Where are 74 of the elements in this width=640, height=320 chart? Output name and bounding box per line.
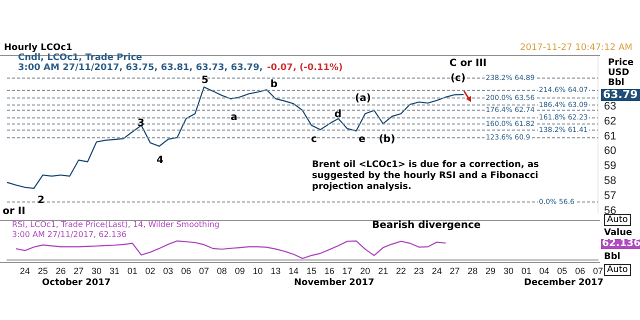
annotation: C or III xyxy=(449,58,487,69)
x-tick-label: 30 xyxy=(503,266,514,276)
text: December 2017 xyxy=(524,278,604,288)
x-tick-label: 23 xyxy=(414,266,424,276)
x-tick-label: 24 xyxy=(432,266,442,276)
text: November 2017 xyxy=(294,278,374,288)
y-tick-label: 61 xyxy=(604,130,616,142)
x-tick-label: 30 xyxy=(92,266,102,276)
x-tick-label: 06 xyxy=(575,266,586,276)
annotation: 5 xyxy=(202,75,208,86)
chart-title: RSI, LCOc1, Trade Price(Last), 14, Wilder Smoothing xyxy=(12,220,220,230)
x-tick-label: 04 xyxy=(539,266,550,276)
x-tick-label: 07 xyxy=(198,266,210,276)
y-axis-title: Value xyxy=(604,228,632,238)
x-tick-label: 15 xyxy=(306,266,316,276)
y-tick-label: 63 xyxy=(604,100,616,112)
annotation: e xyxy=(358,134,366,145)
chart-subtitle: Cndl, LCOc1, Trade Price xyxy=(18,53,142,63)
annotation: (a) xyxy=(355,93,371,104)
text: 2017-11-27 10:47:12 AM xyxy=(520,43,632,53)
text: 62.136 xyxy=(601,238,640,249)
y-tick-label: 59 xyxy=(604,160,616,172)
y-tick-label: 58 xyxy=(604,175,616,188)
x-tick-label: 31 xyxy=(109,266,120,276)
x-tick-label: 29 xyxy=(486,266,496,276)
x-tick-label: 27 xyxy=(74,266,84,276)
x-tick-label: 16 xyxy=(324,266,334,276)
annotation: Brent oil <LCOc1> is due for a correction, as suggested by the hourly RSI and a Fibonacci projection analysis. xyxy=(312,160,540,193)
x-tick-label: 05 xyxy=(557,266,568,276)
x-tick-label: 24 xyxy=(20,266,30,276)
annotation: 4 xyxy=(156,155,164,166)
x-tick-label: 17 xyxy=(342,266,352,276)
x-tick-label: 02 xyxy=(145,266,156,276)
x-tick-label: 08 xyxy=(216,266,227,276)
annotation: or II xyxy=(2,206,26,217)
x-tick-label: 03 xyxy=(163,266,174,276)
x-tick-label: 26 xyxy=(56,266,66,276)
text: Bbl xyxy=(604,252,620,262)
text: 3:00 AM 27/11/2017, 62.136 xyxy=(12,230,127,240)
annotation: d xyxy=(334,109,342,120)
y-tick-label: 57 xyxy=(604,190,616,202)
x-tick-label: 28 xyxy=(468,266,478,276)
text: Bearish divergence xyxy=(372,220,481,231)
annotation: c xyxy=(311,134,317,145)
x-tick-label: 21 xyxy=(378,266,388,276)
annotation: 3 xyxy=(138,118,144,129)
x-tick-label: 01 xyxy=(127,266,138,276)
x-tick-label: 13 xyxy=(270,266,281,276)
annotation: -0.07, (-0.11%) xyxy=(267,63,343,73)
annotation: (c) xyxy=(450,73,466,84)
y-tick-label: 60 xyxy=(604,145,616,158)
y-tick-label: 62 xyxy=(604,115,616,128)
y-tick-label: 56 xyxy=(604,204,616,217)
x-tick-label: 14 xyxy=(288,266,299,276)
x-tick-label: 09 xyxy=(234,266,245,276)
y-axis-title: Price USD Bbl xyxy=(608,58,635,88)
x-tick-label: 20 xyxy=(360,266,370,276)
x-tick-label: 06 xyxy=(181,266,192,276)
x-tick-label: 25 xyxy=(38,266,48,276)
annotation: b xyxy=(270,79,278,90)
annotation: a xyxy=(230,112,238,123)
x-tick-label: 10 xyxy=(252,266,263,276)
x-tick-label: 01 xyxy=(521,266,532,276)
text: Auto xyxy=(604,214,631,226)
x-tick-label: 22 xyxy=(396,266,406,276)
annotation: 3:00 AM 27/11/2017, 63.75, 63.81, 63.73, 63.79, xyxy=(18,63,263,73)
x-tick-label: 27 xyxy=(450,266,460,276)
chart-title: Hourly LCOc1 xyxy=(4,43,72,53)
text: October 2017 xyxy=(42,278,111,288)
annotation: (b) xyxy=(378,134,396,145)
text: Auto xyxy=(604,264,631,276)
x-tick-label: 07 xyxy=(592,266,604,276)
annotation: 2 xyxy=(38,195,44,206)
text: 63.79 xyxy=(601,88,640,101)
